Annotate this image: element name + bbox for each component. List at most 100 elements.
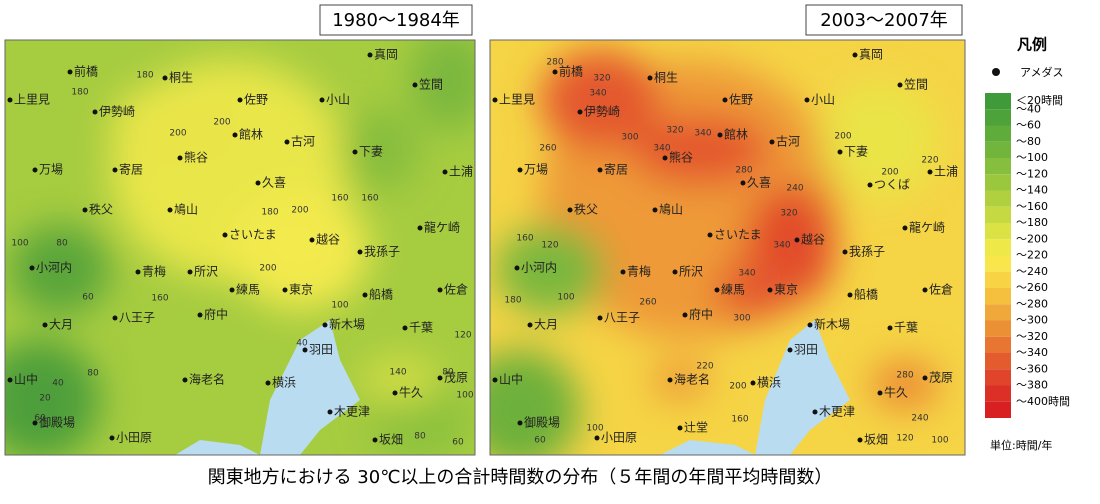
place-label: 我孫子	[364, 245, 400, 259]
station-dot	[197, 312, 203, 318]
place-label: 桐生	[169, 71, 193, 85]
legend-label: 〜120	[1016, 167, 1048, 180]
place-label: 下妻	[359, 145, 383, 159]
station-dot	[517, 167, 523, 173]
panel-title: 2003〜2007年	[820, 10, 948, 31]
station-dot	[255, 180, 261, 186]
place-label: 古河	[291, 134, 315, 149]
map-2003	[490, 40, 965, 455]
place-label: 練馬	[721, 283, 745, 297]
place-label: 佐倉	[444, 282, 468, 297]
legend-swatch	[985, 320, 1011, 337]
contour-label: 320	[666, 126, 683, 136]
place-label: 万場	[524, 163, 548, 177]
contour-label: 200	[881, 168, 898, 178]
station-dot	[514, 265, 520, 271]
place-label: 牛久	[399, 385, 423, 400]
title-box	[319, 4, 473, 36]
contour-label: 320	[780, 209, 797, 219]
place-label: 新木場	[329, 317, 365, 332]
station-dot	[717, 132, 723, 138]
station-dot	[135, 269, 141, 275]
contour-label: 260	[539, 144, 556, 154]
legend-label: 〜160	[1016, 200, 1048, 213]
place-label: 小田原	[116, 431, 152, 445]
station-dot	[82, 207, 88, 213]
place-label: 船橋	[369, 288, 393, 302]
place-label: 府中	[204, 307, 228, 322]
station-dot	[372, 437, 378, 443]
place-label: 牛久	[884, 385, 908, 400]
place-label: 龍ケ崎	[909, 220, 945, 235]
station-dot	[229, 287, 235, 293]
legend-label: 〜340	[1016, 346, 1048, 359]
station-dot	[677, 425, 683, 431]
place-label: 海老名	[189, 372, 225, 387]
place-label: つくば	[874, 178, 910, 192]
place-label: 下妻	[844, 145, 868, 159]
station-dot	[162, 75, 168, 81]
contour-label: 100	[11, 239, 28, 249]
place-label: 伊勢崎	[584, 104, 620, 119]
station-dot	[42, 322, 48, 328]
contour-label: 200	[729, 382, 746, 392]
station-dot	[237, 97, 243, 103]
station-dot	[437, 287, 443, 293]
contour-label: 60	[452, 438, 464, 448]
caption: 関東地方における 30℃以上の合計時間数の分布（５年間の年間平均時間数）	[208, 467, 833, 488]
contour-label: 40	[296, 339, 308, 349]
legend-swatch	[985, 271, 1011, 288]
place-label: 笠間	[419, 77, 443, 92]
place-label: 小河内	[521, 261, 557, 275]
place-label: 船橋	[854, 288, 878, 302]
place-label: 前橋	[74, 64, 98, 79]
station-dot	[265, 380, 271, 386]
station-dot	[767, 287, 773, 293]
station-dot	[357, 249, 363, 255]
contour-label: 100	[586, 424, 603, 434]
station-dot	[352, 149, 358, 155]
contour-label: 200	[169, 129, 186, 139]
station-dot	[92, 109, 98, 115]
place-label: 寄居	[119, 162, 143, 177]
legend-label: 〜320	[1016, 330, 1048, 343]
legend-label: 〜100	[1016, 151, 1048, 164]
legend-swatch	[985, 158, 1011, 175]
station-dot	[577, 109, 583, 115]
contour-label: 200	[259, 264, 276, 274]
legend-swatch	[985, 369, 1011, 386]
contour-label: 100	[456, 391, 473, 401]
legend-swatch	[985, 255, 1011, 272]
place-label: 龍ケ崎	[424, 220, 460, 235]
legend-swatch	[985, 336, 1011, 353]
station-dot	[922, 287, 928, 293]
legend-swatch	[985, 223, 1011, 240]
legend-swatch	[985, 288, 1011, 305]
station-dot	[852, 52, 858, 58]
place-label: 熊谷	[669, 150, 693, 165]
place-label: 佐野	[244, 93, 268, 107]
contour-label: 280	[546, 58, 563, 68]
place-label: 秩父	[89, 203, 113, 217]
contour-label: 40	[52, 379, 64, 389]
station-dot	[177, 155, 183, 161]
place-label: 御殿場	[39, 415, 75, 430]
place-label: 秩父	[574, 203, 598, 217]
place-label: 上里見	[14, 93, 50, 107]
legend-swatch	[985, 93, 1011, 110]
station-dot	[392, 390, 398, 396]
legend-label: 〜40	[1016, 102, 1041, 115]
legend-label: 〜380	[1016, 379, 1048, 392]
station-dot	[412, 82, 418, 88]
station-dot	[887, 325, 893, 331]
place-label: 小田原	[601, 431, 637, 445]
contour-label: 80	[442, 368, 454, 378]
station-dot	[927, 169, 933, 175]
place-label: 越谷	[316, 233, 340, 247]
station-dot	[902, 225, 908, 231]
place-label: 桐生	[654, 71, 678, 85]
place-label: 坂畑	[864, 433, 888, 447]
legend-label: 〜80	[1016, 135, 1041, 148]
place-label: 羽田	[309, 343, 333, 357]
